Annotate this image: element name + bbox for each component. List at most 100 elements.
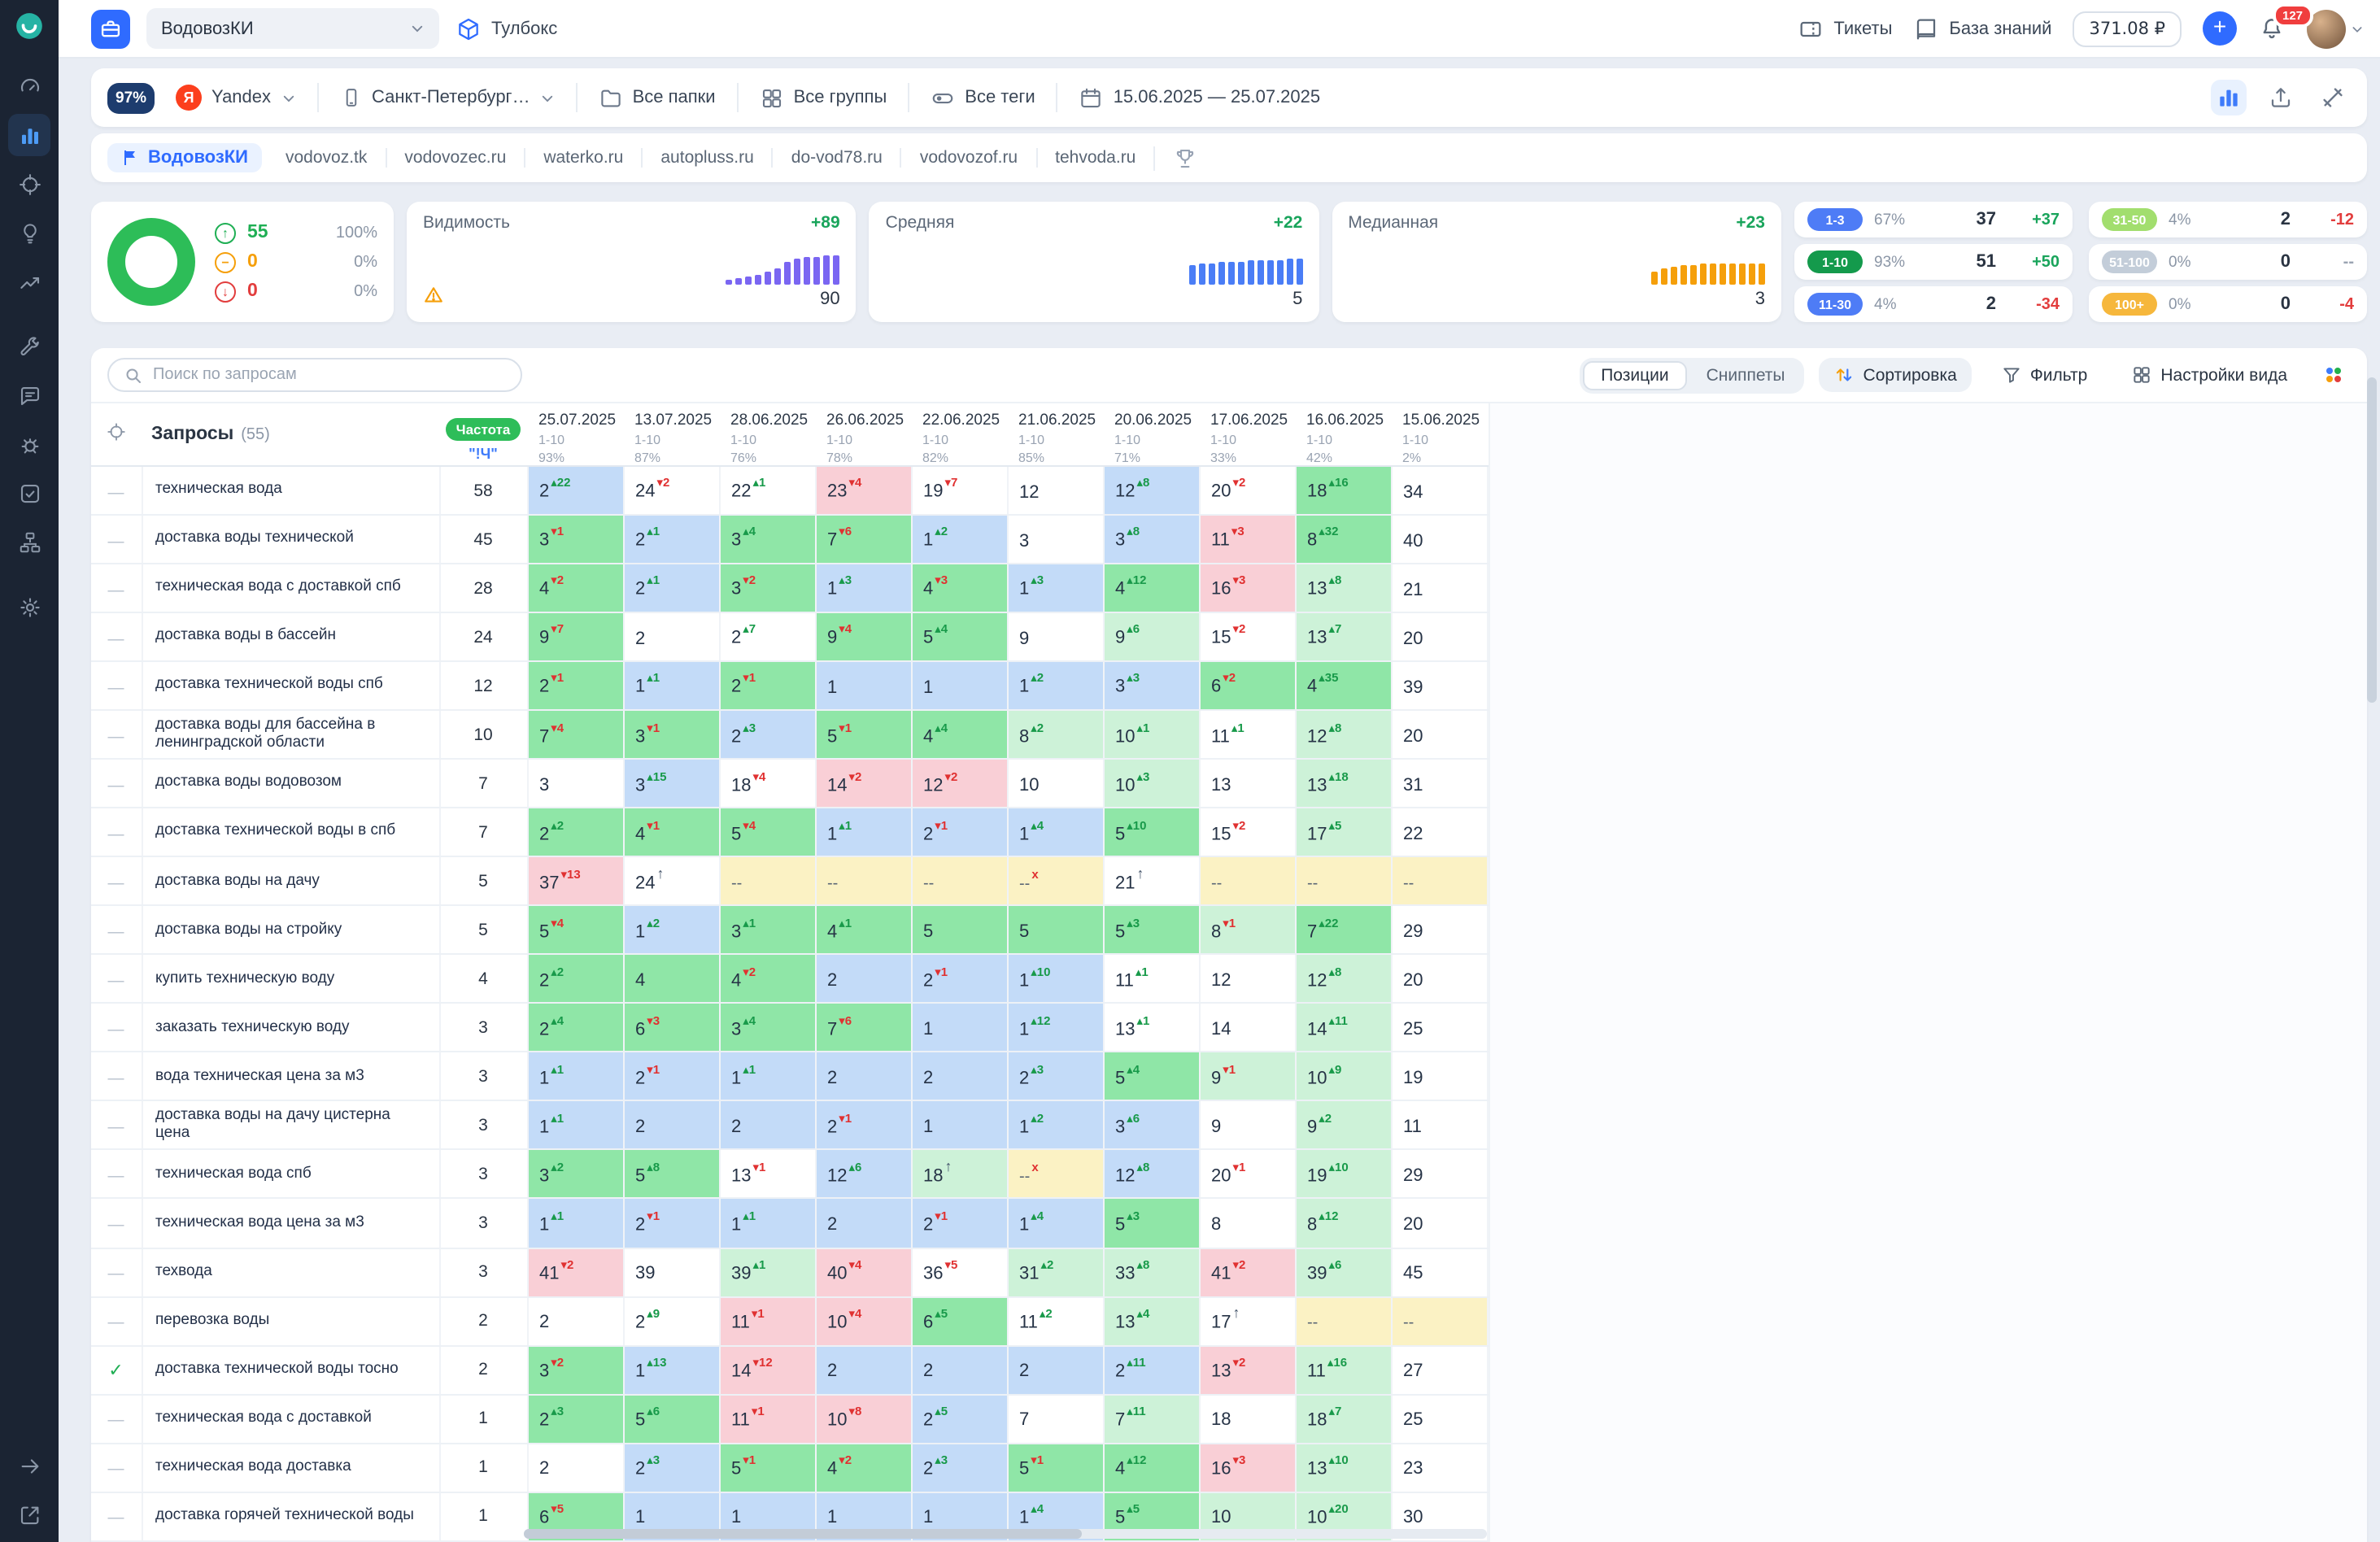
position-cell[interactable]: 1 ▴2 (911, 515, 1008, 565)
table-row[interactable]: — доставка воды на стройку 5 5 ▾4 1 ▴2 3 ▴1 4 ▴1 5 5… (91, 905, 1488, 956)
position-cell[interactable]: 17 ▴5 (1295, 808, 1392, 858)
position-cell[interactable]: 12 ▾2 (911, 759, 1008, 809)
date-column-header[interactable]: 17.06.2025 1-10 33% (1199, 403, 1295, 467)
position-cell[interactable]: 41 ▾2 (1199, 1248, 1296, 1298)
position-cell[interactable]: 4 ▾3 (911, 564, 1008, 614)
position-cell[interactable]: 10 ▴3 (1103, 759, 1200, 809)
domain-item[interactable]: vodovozof.ru (900, 148, 1035, 168)
position-cell[interactable]: 3 ▾1 (623, 710, 720, 760)
keyword-cell[interactable]: заказать техническую воду (142, 1003, 440, 1053)
position-cell[interactable]: 14 ▾2 (815, 759, 912, 809)
position-cell[interactable]: 1 ▴1 (527, 1100, 624, 1151)
position-cell[interactable]: 18↑ (911, 1149, 1008, 1200)
keyword-cell[interactable]: доставка горячей технической воды (142, 1492, 440, 1542)
position-cell[interactable]: 3 ▴2 (527, 1149, 624, 1200)
position-cell[interactable]: 11 ▾1 (719, 1296, 816, 1347)
keyword-cell[interactable]: доставка воды на дачу цистерна цена (142, 1100, 440, 1151)
keyword-cell[interactable]: доставка технической воды в спб (142, 808, 440, 858)
position-cell[interactable]: 39 (623, 1248, 720, 1298)
target-icon[interactable] (8, 163, 50, 205)
position-cell[interactable]: 3 ▴4 (719, 1003, 816, 1053)
position-cell[interactable]: 11 ▴1 (1199, 710, 1296, 760)
position-cell[interactable]: 13 (1199, 759, 1296, 809)
keyword-cell[interactable]: техническая вода с доставкой (142, 1394, 440, 1444)
position-cell[interactable]: 11 ▴16 (1295, 1345, 1392, 1396)
position-cell[interactable]: 21↑ (1103, 856, 1200, 907)
row-select[interactable]: — (91, 808, 142, 858)
table-row[interactable]: — доставка технической воды спб 12 2 ▾1 1 ▴1 2 ▾… (91, 661, 1488, 712)
position-cell[interactable]: 13 ▾1 (719, 1149, 816, 1200)
position-cell[interactable]: 10 ▾8 (815, 1394, 912, 1444)
position-cell[interactable]: -- (1391, 856, 1488, 907)
position-cell[interactable]: 2 ▴9 (623, 1296, 720, 1347)
position-cell[interactable]: 2 ▴1 (623, 515, 720, 565)
groups-select[interactable]: Все группы (745, 85, 902, 110)
table-row[interactable]: — доставка воды на дачу цистерна цена 3 1 ▴1… (91, 1100, 1488, 1151)
table-row[interactable]: — техническая вода 58 2 ▴22 24 ▾2 22 ▴1 23 ▾4 19 ▾7 1… (91, 466, 1488, 516)
chart-view-icon[interactable] (2211, 80, 2247, 115)
position-cell[interactable]: 1 ▴1 (719, 1052, 816, 1102)
position-cell[interactable]: 1 ▴1 (719, 1198, 816, 1249)
user-menu[interactable] (2307, 9, 2364, 48)
position-cell[interactable]: 5 ▴10 (1103, 808, 1200, 858)
position-cell[interactable]: 11 ▾3 (1199, 515, 1296, 565)
position-cell[interactable]: 7 (1007, 1394, 1104, 1444)
position-cell[interactable]: 6 ▾3 (623, 1003, 720, 1053)
position-cell[interactable]: 7 ▴11 (1103, 1394, 1200, 1444)
position-cell[interactable]: 3 (1007, 515, 1104, 565)
tasks-icon[interactable] (8, 472, 50, 514)
search-box[interactable] (107, 358, 522, 392)
color-scheme-icon[interactable] (2317, 358, 2351, 392)
table-row[interactable]: — заказать техническую воду 3 2 ▴4 6 ▾3 3 ▴4 7 ▾6 1… (91, 1003, 1488, 1053)
date-column-header[interactable]: 16.06.2025 1-10 42% (1295, 403, 1391, 467)
position-cell[interactable]: 3 (527, 759, 624, 809)
position-cell[interactable]: 4 ▾2 (719, 954, 816, 1004)
position-cell[interactable]: 36 ▾5 (911, 1248, 1008, 1298)
position-cell[interactable]: 1 ▴2 (1007, 661, 1104, 712)
position-cell[interactable]: 7 ▾4 (527, 710, 624, 760)
table-row[interactable]: — техническая вода цена за м3 3 1 ▴1 2 ▾1 1 ▴1 2 2… (91, 1198, 1488, 1249)
position-cell[interactable]: 5 ▴3 (1103, 905, 1200, 956)
position-cell[interactable]: 12 ▴6 (815, 1149, 912, 1200)
position-cell[interactable]: 31 ▴2 (1007, 1248, 1104, 1298)
position-cell[interactable]: 20 (1391, 1198, 1488, 1249)
project-select[interactable]: ВодовозКИ (146, 8, 439, 49)
position-cell[interactable]: 5 ▾1 (815, 710, 912, 760)
positions-icon[interactable] (8, 114, 50, 156)
table-row[interactable]: — доставка воды на дачу 5 37 ▾13 24↑ -- -- -- --x… (91, 856, 1488, 907)
row-select[interactable]: — (91, 1394, 142, 1444)
row-select[interactable]: — (91, 1198, 142, 1249)
row-select[interactable]: — (91, 856, 142, 907)
position-cell[interactable]: 23 (1391, 1443, 1488, 1493)
position-cell[interactable]: 2 ▾1 (719, 661, 816, 712)
domain-item[interactable]: tehvoda.ru (1035, 148, 1153, 168)
position-cell[interactable]: 2 (911, 1052, 1008, 1102)
position-cell[interactable]: 14 ▾12 (719, 1345, 816, 1396)
toolbox-button[interactable]: Тулбокс (456, 15, 557, 41)
position-cell[interactable]: 13 ▾2 (1199, 1345, 1296, 1396)
row-select[interactable]: — (91, 1100, 142, 1151)
topvisor-logo[interactable] (13, 10, 46, 42)
table-row[interactable]: — доставка воды для бассейна в ленинградс… (91, 710, 1488, 760)
position-cell[interactable]: 2 (815, 1198, 912, 1249)
position-cell[interactable]: 20 (1391, 710, 1488, 760)
position-cell[interactable]: 29 (1391, 905, 1488, 956)
position-cell[interactable]: 39 (1391, 661, 1488, 712)
row-select[interactable]: — (91, 661, 142, 712)
position-cell[interactable]: 2 ▴11 (1103, 1345, 1200, 1396)
wrench-icon[interactable] (8, 325, 50, 368)
keyword-cell[interactable]: купить техническую воду (142, 954, 440, 1004)
position-cell[interactable]: 4 ▴35 (1295, 661, 1392, 712)
position-cell[interactable]: 2 ▾1 (911, 1198, 1008, 1249)
position-cell[interactable]: -- (1199, 856, 1296, 907)
position-cell[interactable]: 13 ▴10 (1295, 1443, 1392, 1493)
table-row[interactable]: — перевозка воды 2 2 2 ▴9 11 ▾1 10 ▾4 6 ▴5 11 ▴2 13 ▴4 1… (91, 1296, 1488, 1347)
position-cell[interactable]: 5 ▴6 (623, 1394, 720, 1444)
position-cell[interactable]: 29 (1391, 1149, 1488, 1200)
position-cell[interactable]: 22 (1391, 808, 1488, 858)
domain-item[interactable]: vodovoz.tk (286, 148, 368, 168)
position-cell[interactable]: 2 (815, 1345, 912, 1396)
progress-badge[interactable]: 97% (107, 82, 155, 113)
gauge-icon[interactable] (8, 65, 50, 107)
date-column-header[interactable]: 13.07.2025 1-10 87% (623, 403, 719, 467)
